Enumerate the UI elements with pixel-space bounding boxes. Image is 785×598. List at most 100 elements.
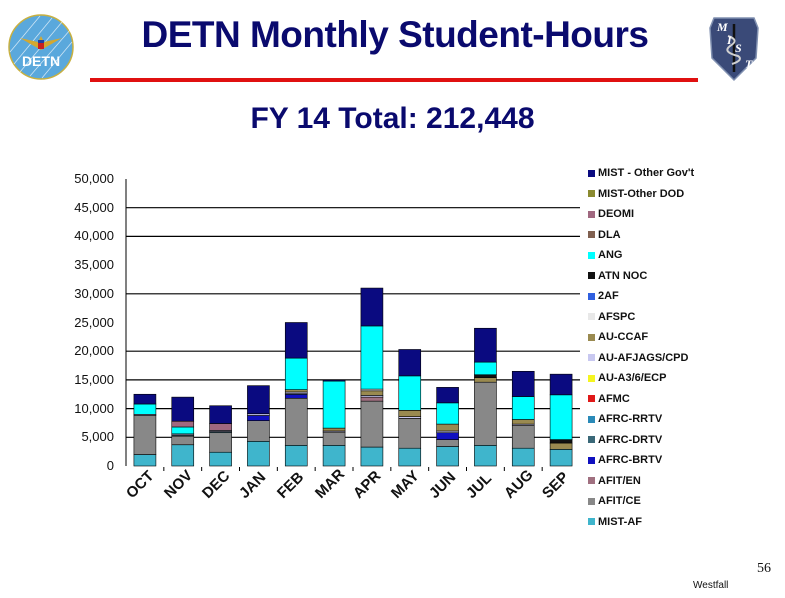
bar-segment xyxy=(474,445,497,467)
bar-segment xyxy=(549,449,573,467)
svg-text:DETN: DETN xyxy=(22,53,60,69)
bar-segment xyxy=(436,387,459,404)
bar-segment xyxy=(511,370,535,397)
bar-segment xyxy=(436,423,459,432)
legend-label: 2AF xyxy=(598,290,619,303)
bar-segment xyxy=(209,451,232,467)
bar-segment xyxy=(247,420,270,442)
legend-item: AFRC-DRTV xyxy=(588,430,694,451)
bar-segment xyxy=(247,385,270,415)
bar-segment xyxy=(171,420,195,428)
bar-segment xyxy=(209,405,232,424)
bar-segment xyxy=(436,432,459,440)
bar-segment xyxy=(511,396,535,420)
y-tick-label: 5,000 xyxy=(81,429,114,445)
y-tick-label: 25,000 xyxy=(74,314,114,330)
bar-segment xyxy=(474,361,497,376)
bar-segment xyxy=(549,394,573,440)
bar-may xyxy=(398,349,422,467)
legend-swatch-icon xyxy=(588,415,595,423)
legend-item: 2AF xyxy=(588,286,694,307)
bar-segment xyxy=(436,402,459,425)
bar-segment xyxy=(247,415,270,421)
bar-segment xyxy=(549,439,573,444)
bar-segment xyxy=(360,287,384,327)
legend-item: AFRC-RRTV xyxy=(588,409,694,430)
legend-swatch-icon xyxy=(588,477,595,485)
legend-item: MIST-Other DOD xyxy=(588,184,694,205)
bar-segment xyxy=(284,322,308,359)
legend-swatch-icon xyxy=(588,333,595,341)
legend-label: DEOMI xyxy=(598,208,635,221)
bar-segment xyxy=(549,442,573,450)
svg-text:S: S xyxy=(735,41,742,55)
legend-label: AFRC-RRTV xyxy=(598,413,663,426)
y-tick-label: 10,000 xyxy=(74,400,114,416)
bar-mar xyxy=(322,379,346,467)
legend-label: AFIT/EN xyxy=(598,474,641,487)
legend-item: AU-A3/6/ECP xyxy=(588,368,694,389)
bar-segment xyxy=(436,446,459,467)
legend-swatch-icon xyxy=(588,497,595,505)
legend-label: AFSPC xyxy=(598,310,636,323)
chart-legend: MIST - Other Gov't MIST-Other DOD DEOMI DLA… xyxy=(588,163,694,532)
legend-swatch-icon xyxy=(588,374,595,382)
bar-segment xyxy=(360,390,384,396)
legend-swatch-icon xyxy=(588,292,595,300)
bar-segment xyxy=(322,379,346,382)
legend-label: AU-A3/6/ECP xyxy=(598,372,667,385)
y-tick-label: 0 xyxy=(106,458,114,473)
bar-segment xyxy=(209,432,232,453)
legend-label: AFMC xyxy=(598,392,630,405)
mist-shield-icon: M I S T xyxy=(709,17,759,82)
y-tick-label: 30,000 xyxy=(74,285,114,301)
legend-label: MIST - Other Gov't xyxy=(598,167,695,180)
bar-segment xyxy=(322,427,346,432)
bar-segment xyxy=(398,447,422,467)
bar-feb xyxy=(284,322,308,467)
bar-apr xyxy=(360,287,384,467)
y-tick-label: 40,000 xyxy=(74,228,114,244)
y-tick-label: 45,000 xyxy=(74,199,114,215)
fy-total-subtitle: FY 14 Total: 212,448 xyxy=(250,102,535,135)
legend-swatch-icon xyxy=(588,210,595,218)
bar-jun xyxy=(436,387,459,467)
legend-item: DEOMI xyxy=(588,204,694,225)
y-tick-label: 15,000 xyxy=(74,371,114,387)
bar-sep xyxy=(549,373,573,467)
legend-swatch-icon xyxy=(588,436,595,444)
title-divider xyxy=(90,78,698,82)
legend-swatch-icon xyxy=(588,251,595,259)
bar-jan xyxy=(247,385,270,467)
bar-segment xyxy=(284,445,308,467)
legend-label: AFIT/CE xyxy=(598,495,641,508)
bar-segment xyxy=(133,415,157,455)
detn-logo: DETN xyxy=(8,14,74,80)
bar-segment xyxy=(474,327,497,363)
legend-swatch-icon xyxy=(588,231,595,239)
bar-segment xyxy=(360,446,384,467)
legend-item: ANG xyxy=(588,245,694,266)
legend-swatch-icon xyxy=(588,456,595,464)
legend-item: MIST-AF xyxy=(588,512,694,533)
bar-aug xyxy=(511,370,535,467)
bar-segment xyxy=(474,381,497,446)
bar-segment xyxy=(171,396,195,422)
bar-segment xyxy=(322,431,346,446)
bar-segment xyxy=(436,439,459,447)
legend-label: AFRC-DRTV xyxy=(598,433,663,446)
bar-segment xyxy=(398,375,422,411)
legend-label: AU-AFJAGS/CPD xyxy=(598,351,689,364)
y-tick-label: 35,000 xyxy=(74,257,114,273)
y-tick-label: 50,000 xyxy=(74,171,114,186)
legend-swatch-icon xyxy=(588,518,595,526)
bar-segment xyxy=(322,380,346,429)
bar-segment xyxy=(171,444,195,467)
bar-segment xyxy=(474,374,497,378)
legend-item: ATN NOC xyxy=(588,266,694,287)
bar-segment xyxy=(209,423,232,431)
bar-segment xyxy=(284,357,308,390)
legend-item: DLA xyxy=(588,225,694,246)
bar-segment xyxy=(133,403,157,415)
